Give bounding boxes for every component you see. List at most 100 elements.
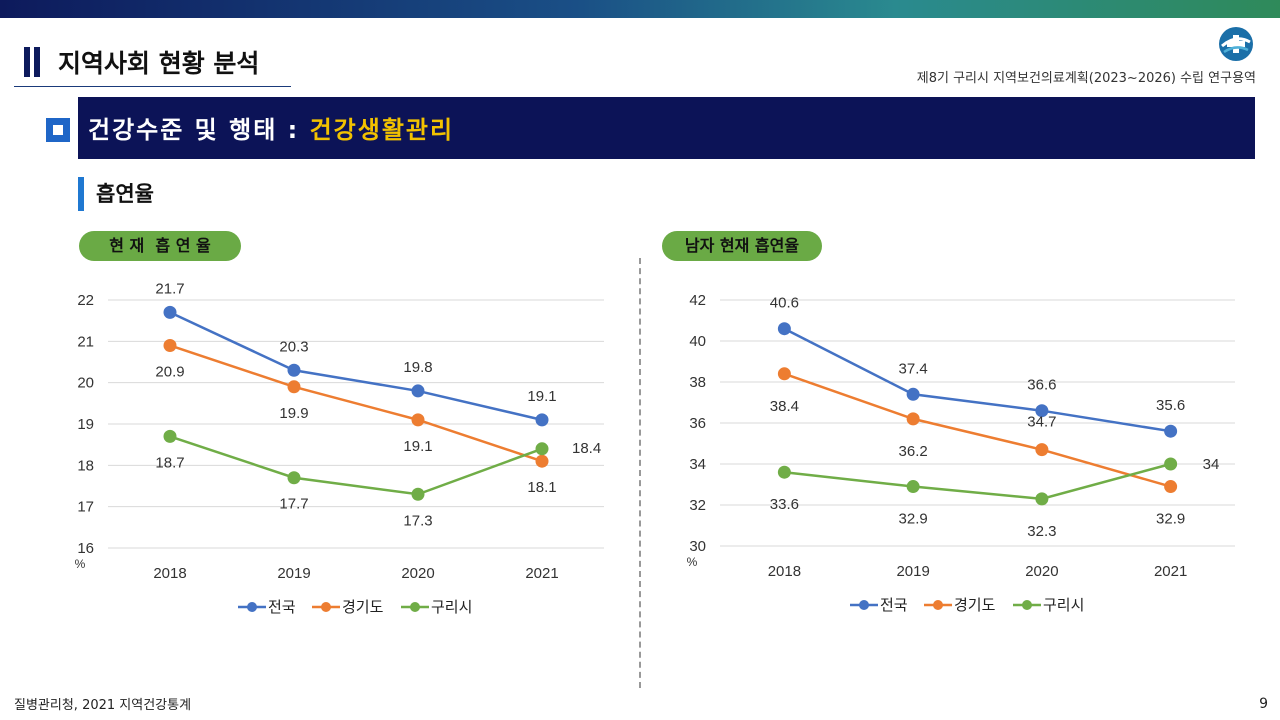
data-point (287, 380, 301, 394)
legend-marker (321, 602, 331, 612)
y-tick-label: 20 (77, 375, 94, 392)
data-label: 38.4 (770, 398, 799, 415)
data-point (163, 338, 177, 352)
chart2-title-pill: 남자 현재 흡연율 (662, 231, 822, 261)
data-point (777, 367, 791, 381)
title-marker (34, 47, 40, 77)
data-point (411, 384, 425, 398)
data-label: 40.6 (770, 295, 799, 312)
data-point (287, 471, 301, 485)
data-point (1164, 424, 1178, 438)
data-label: 19.9 (279, 405, 308, 422)
legend-marker (410, 602, 420, 612)
x-tick-label: 2018 (768, 563, 801, 580)
data-label: 19.1 (403, 438, 432, 455)
data-label: 36.6 (1027, 377, 1056, 394)
x-tick-label: 2021 (525, 565, 558, 582)
y-tick-label: 16 (77, 540, 94, 557)
data-label: 18.4 (572, 440, 601, 457)
organization-logo-icon (1219, 27, 1253, 61)
data-point (906, 387, 920, 401)
data-point (163, 429, 177, 443)
chart-divider (639, 258, 641, 688)
section-title-prefix: 건강수준 및 행태 : (88, 116, 310, 144)
data-label: 32.9 (899, 511, 928, 528)
legend-marker (247, 602, 257, 612)
data-point (777, 465, 791, 479)
data-label: 17.7 (279, 496, 308, 513)
data-point (777, 322, 791, 336)
x-tick-label: 2019 (896, 563, 929, 580)
top-gradient-bar (0, 0, 1280, 18)
y-unit-label: % (75, 557, 86, 571)
data-point (535, 454, 549, 468)
data-point (411, 413, 425, 427)
subheading-marker (78, 177, 84, 211)
y-unit-label: % (687, 555, 698, 569)
data-point (1164, 457, 1178, 471)
data-point (1035, 492, 1049, 506)
data-point (906, 480, 920, 494)
legend-marker (933, 600, 943, 610)
x-tick-label: 2020 (1025, 563, 1058, 580)
data-point (1164, 480, 1178, 494)
title-underline (14, 86, 291, 87)
data-label: 34 (1203, 456, 1220, 473)
page-number: 9 (1259, 696, 1268, 712)
legend-label: 전국 (880, 597, 908, 614)
data-point (287, 363, 301, 377)
data-label: 32.9 (1156, 511, 1185, 528)
data-point (906, 412, 920, 426)
x-tick-label: 2018 (153, 565, 186, 582)
x-tick-label: 2019 (277, 565, 310, 582)
series-line-구리시 (169, 435, 543, 496)
data-point (163, 305, 177, 319)
section-banner (78, 97, 1255, 159)
data-label: 20.9 (155, 363, 184, 380)
subheading: 흡연율 (96, 182, 154, 206)
data-label: 19.8 (403, 359, 432, 376)
data-label: 19.1 (527, 388, 556, 405)
section-title-highlight: 건강생활관리 (309, 116, 455, 144)
y-tick-label: 40 (689, 333, 706, 350)
chart-male-smoking-rate: 30 32 34 36 38 40 42% 2018 2019 2020 2021 40.6 37.4 3… (687, 292, 1235, 614)
data-label: 21.7 (155, 280, 184, 297)
x-tick-label: 2020 (401, 565, 434, 582)
series-line-전국 (169, 311, 543, 422)
legend-label: 경기도 (342, 599, 384, 616)
y-tick-label: 30 (689, 538, 706, 555)
data-point (1035, 443, 1049, 457)
data-point (535, 413, 549, 427)
chart1-title-pill: 현 재 흡 연 율 (79, 231, 241, 261)
title-marker (24, 47, 30, 77)
data-label: 35.6 (1156, 397, 1185, 414)
data-label: 17.3 (403, 512, 432, 529)
y-tick-label: 42 (689, 292, 706, 309)
legend-label: 구리시 (431, 599, 472, 616)
data-label: 20.3 (279, 338, 308, 355)
data-point (411, 487, 425, 501)
legend-marker (859, 600, 869, 610)
data-label: 18.1 (527, 479, 556, 496)
y-tick-label: 18 (77, 457, 94, 474)
y-tick-label: 22 (77, 292, 94, 309)
y-tick-label: 19 (77, 416, 94, 433)
page-title: 지역사회 현황 분석 (58, 49, 260, 78)
legend-marker (1022, 600, 1032, 610)
x-tick-label: 2021 (1154, 563, 1187, 580)
data-point (1035, 404, 1049, 418)
y-tick-label: 21 (77, 333, 94, 350)
section-title: 건강수준 및 행태 : 건강생활관리 (88, 110, 454, 145)
y-tick-label: 34 (689, 456, 706, 473)
data-point (535, 442, 549, 456)
series-line-구리시 (784, 462, 1171, 501)
y-tick-label: 32 (689, 497, 706, 514)
legend-label: 구리시 (1043, 597, 1084, 614)
legend-label: 경기도 (954, 597, 996, 614)
series-line-경기도 (169, 344, 543, 463)
data-label: 36.2 (899, 443, 928, 460)
source-footer: 질병관리청, 2021 지역건강통계 (14, 698, 192, 713)
y-tick-label: 36 (689, 415, 706, 432)
data-label: 32.3 (1027, 523, 1056, 540)
